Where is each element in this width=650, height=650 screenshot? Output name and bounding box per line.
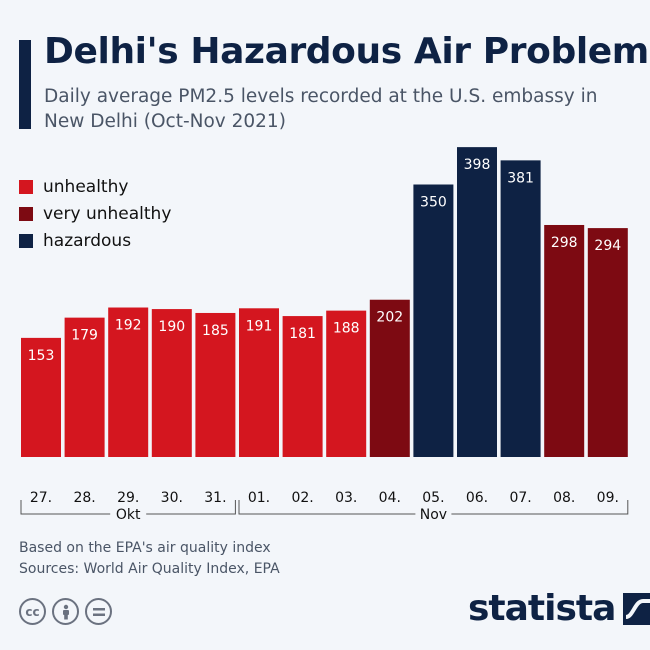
tick-label-8: 04.	[379, 490, 401, 506]
month-label-nov: Nov	[420, 507, 447, 523]
value-label-6: 181	[289, 326, 316, 342]
tick-label-12: 08.	[553, 490, 575, 506]
statista-logo[interactable]: statista	[468, 588, 650, 629]
legend-swatch-unhealthy	[19, 179, 33, 194]
bar-6	[282, 316, 323, 457]
tick-label-0: 27.	[30, 490, 52, 506]
value-label-5: 191	[246, 318, 273, 334]
x-axis: 27. 28. 29. 30. 31. 01. 02. 03. 04. 05. 06. 07. 08. 0…	[19, 482, 630, 523]
legend-item-unhealthy: unhealthy	[19, 173, 171, 200]
equals-icon[interactable]	[85, 598, 112, 625]
tick-label-3: 30.	[161, 490, 183, 506]
bar-10	[457, 147, 497, 457]
value-label-12: 298	[551, 235, 578, 251]
license-icons: cc	[19, 598, 112, 625]
bar-3	[151, 309, 192, 457]
legend-item-hazardous: hazardous	[19, 227, 171, 254]
value-label-4: 185	[202, 323, 229, 339]
bar-4	[195, 312, 236, 457]
person-icon[interactable]	[52, 598, 79, 625]
value-label-10: 398	[464, 157, 491, 173]
tick-label-5: 01.	[248, 490, 270, 506]
cc-icon[interactable]: cc	[19, 598, 46, 625]
tick-label-10: 06.	[466, 490, 488, 506]
legend-swatch-very-unhealthy	[19, 206, 33, 221]
bar-5	[239, 308, 279, 457]
value-label-7: 188	[333, 321, 360, 337]
chart-legend: unhealthy very unhealthy hazardous	[19, 173, 171, 254]
value-label-1: 179	[71, 328, 98, 344]
month-label-okt: Okt	[116, 507, 141, 523]
tick-label-7: 03.	[335, 490, 357, 506]
title-accent-bar	[19, 40, 31, 129]
footnote-sources: Sources: World Air Quality Index, EPA	[19, 561, 280, 577]
value-label-9: 350	[420, 195, 447, 211]
tick-label-2: 29.	[117, 490, 139, 506]
bar-2	[108, 307, 149, 457]
tick-label-11: 07.	[509, 490, 531, 506]
legend-label: very unhealthy	[43, 203, 172, 224]
bar-8	[369, 299, 410, 457]
value-label-0: 153	[28, 348, 55, 364]
bar-12	[544, 224, 585, 457]
bars-layer	[21, 147, 628, 457]
bar-7	[326, 310, 367, 457]
value-label-11: 381	[507, 170, 534, 186]
page-subtitle: Daily average PM2.5 levels recorded at t…	[44, 86, 598, 132]
legend-swatch-hazardous	[19, 233, 33, 248]
page-title: Delhi's Hazardous Air Problem	[44, 31, 649, 72]
value-labels-layer: 153 179 192 190 185 191 181 188 202 350 398 381 298 2…	[28, 157, 622, 364]
brand-name: statista	[468, 588, 616, 629]
value-label-8: 202	[376, 310, 403, 326]
legend-item-very-unhealthy: very unhealthy	[19, 200, 171, 227]
value-label-2: 192	[115, 318, 142, 334]
tick-label-9: 05.	[422, 490, 444, 506]
statista-mark-icon	[623, 592, 650, 625]
bar-1	[64, 317, 105, 457]
tick-label-13: 09.	[597, 490, 619, 506]
tick-label-4: 31.	[204, 490, 226, 506]
value-label-13: 294	[594, 238, 621, 254]
bar-13	[587, 228, 628, 457]
bar-11	[500, 160, 541, 457]
footnote-aqi: Based on the EPA's air quality index	[19, 540, 271, 556]
value-label-3: 190	[158, 319, 185, 335]
tick-label-1: 28.	[73, 490, 95, 506]
bar-0	[21, 337, 61, 457]
month-label-bg	[110, 505, 147, 523]
legend-label: unhealthy	[43, 176, 129, 197]
tick-label-6: 02.	[291, 490, 313, 506]
month-label-bg	[415, 505, 452, 523]
bar-9	[413, 184, 454, 457]
legend-label: hazardous	[43, 230, 132, 251]
